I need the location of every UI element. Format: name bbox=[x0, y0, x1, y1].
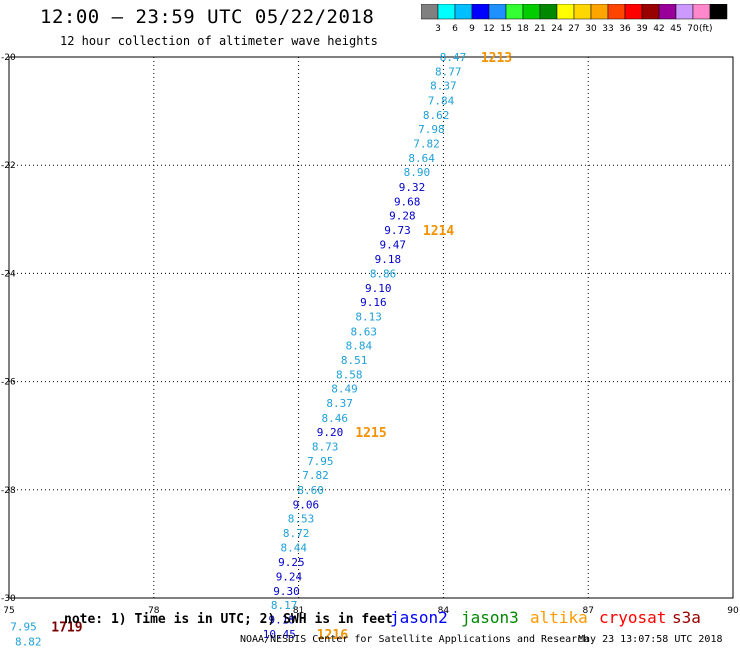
legend-label: 70 bbox=[687, 24, 699, 34]
x-tick-label: 87 bbox=[582, 606, 593, 616]
wave-height-value: 8.90 bbox=[404, 166, 431, 179]
wave-height-value: 8.63 bbox=[351, 325, 378, 338]
x-tick-label: 90 bbox=[727, 606, 739, 616]
legend-label: 18 bbox=[517, 24, 529, 34]
satellite-name-cryosat: cryosat bbox=[599, 608, 667, 627]
wave-height-value: 10.45 bbox=[263, 628, 296, 641]
wave-height-value: 8.17 bbox=[271, 599, 298, 612]
wave-height-value: 9.16 bbox=[360, 296, 387, 309]
x-tick-label: 81 bbox=[293, 606, 304, 616]
pass-time-label: 1719 bbox=[51, 621, 82, 636]
wave-height-value: 8.62 bbox=[423, 109, 450, 122]
wave-height-value: 7.95 bbox=[307, 455, 334, 468]
x-tick-label: 78 bbox=[148, 606, 160, 616]
wave-height-value: 8.64 bbox=[408, 152, 435, 165]
satellite-name-altika: altika bbox=[530, 608, 588, 627]
wave-height-value: 8.84 bbox=[346, 339, 373, 352]
wave-height-value: 8.49 bbox=[331, 383, 358, 396]
legend-label: 6 bbox=[452, 24, 458, 34]
wave-height-value: 8.44 bbox=[281, 542, 308, 555]
legend-label: 3 bbox=[435, 24, 441, 34]
wave-height-value: 8.53 bbox=[288, 512, 315, 525]
y-tick-label: -26 bbox=[1, 378, 16, 388]
map-title: 12:00 – 23:59 UTC 05/22/2018 bbox=[40, 6, 375, 28]
legend-label: 42 bbox=[653, 24, 664, 34]
wave-height-value: 9.20 bbox=[317, 426, 344, 439]
wave-height-value: 9.68 bbox=[394, 195, 421, 208]
wave-height-value: 9.32 bbox=[399, 181, 426, 194]
wave-height-value: 7.84 bbox=[428, 94, 455, 107]
legend-label: 9 bbox=[469, 24, 475, 34]
wave-height-value: 8.13 bbox=[355, 311, 382, 324]
wave-height-value: 7.98 bbox=[418, 123, 445, 136]
legend-label: 33 bbox=[602, 24, 613, 34]
legend-label: 12 bbox=[483, 24, 494, 34]
note-text: note: 1) Time is in UTC; 2) SWH is in fe… bbox=[64, 612, 393, 627]
satellite-name-jason3: jason3 bbox=[461, 608, 519, 627]
legend-unit: (ft) bbox=[699, 24, 713, 34]
pass-time-label: 1215 bbox=[355, 426, 386, 441]
wave-height-value: 9.73 bbox=[384, 224, 411, 237]
legend-label: 21 bbox=[534, 24, 545, 34]
wave-height-value: 7.82 bbox=[302, 469, 329, 482]
satellite-name-jason2: jason2 bbox=[390, 608, 448, 627]
wave-height-value: 8.82 bbox=[15, 635, 42, 648]
wave-height-value: 8.47 bbox=[440, 51, 467, 64]
wave-height-value: 9.10 bbox=[365, 282, 392, 295]
wave-height-value: 8.60 bbox=[297, 484, 324, 497]
y-tick-label: -20 bbox=[1, 53, 16, 63]
wave-height-value: 7.95 bbox=[10, 621, 37, 634]
wave-height-value: 9.47 bbox=[379, 239, 406, 252]
legend-label: 36 bbox=[619, 24, 631, 34]
wave-height-value: 7.82 bbox=[413, 138, 440, 151]
wave-height-value: 9.18 bbox=[375, 253, 402, 266]
legend-label: 45 bbox=[670, 24, 681, 34]
wave-height-value: 8.72 bbox=[283, 527, 310, 540]
map-subtitle: 12 hour collection of altimeter wave hei… bbox=[60, 34, 378, 48]
satellite-name-s3a: s3a bbox=[672, 608, 701, 627]
wave-height-value: 9.18 bbox=[268, 614, 295, 627]
wave-height-value: 9.24 bbox=[276, 570, 303, 583]
wave-height-value: 9.06 bbox=[293, 498, 320, 511]
wave-height-value: 8.46 bbox=[322, 412, 349, 425]
x-tick-label: 84 bbox=[438, 606, 450, 616]
wave-height-value: 8.73 bbox=[312, 441, 339, 454]
legend-label: 39 bbox=[636, 24, 648, 34]
legend-label: 24 bbox=[551, 24, 563, 34]
wave-height-value: 8.37 bbox=[430, 80, 457, 93]
wave-height-value: 9.25 bbox=[278, 556, 305, 569]
y-tick-label: -30 bbox=[1, 594, 16, 604]
legend-label: 30 bbox=[585, 24, 597, 34]
wave-height-value: 8.51 bbox=[341, 354, 368, 367]
wave-height-value: 8.86 bbox=[370, 267, 397, 280]
pass-time-label: 1216 bbox=[317, 628, 348, 643]
wave-height-value: 8.77 bbox=[435, 66, 462, 79]
pass-time-label: 1214 bbox=[423, 224, 454, 239]
wave-height-value: 8.37 bbox=[326, 397, 353, 410]
color-legend: 3 6 9 12 15 18 21 24 27 30 33 36 39 42 45 70 (ft) bbox=[421, 4, 728, 34]
pass-time-label: 1213 bbox=[481, 51, 512, 66]
legend-label: 15 bbox=[500, 24, 511, 34]
x-tick-label: 75 bbox=[3, 606, 14, 616]
y-tick-label: -24 bbox=[1, 269, 16, 279]
wave-height-value: 9.28 bbox=[389, 210, 416, 223]
footer-timestamp: May 23 13:07:58 UTC 2018 bbox=[578, 634, 723, 645]
footer-credit: NOAA/NESDIS Center for Satellite Applica… bbox=[240, 634, 590, 645]
y-tick-label: -28 bbox=[1, 486, 16, 496]
legend-swatch bbox=[709, 4, 728, 20]
plot-frame bbox=[8, 56, 734, 599]
legend-label: 27 bbox=[568, 24, 579, 34]
y-tick-label: -22 bbox=[1, 161, 16, 171]
wave-height-value: 8.58 bbox=[336, 369, 363, 382]
wave-height-value: 9.30 bbox=[273, 585, 300, 598]
